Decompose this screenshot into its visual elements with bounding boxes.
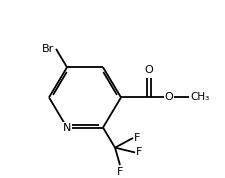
Text: F: F — [135, 148, 142, 158]
Text: O: O — [144, 65, 153, 75]
Text: F: F — [116, 167, 123, 177]
Text: Br: Br — [42, 44, 54, 54]
Text: O: O — [164, 92, 173, 102]
Text: N: N — [63, 123, 71, 133]
Text: F: F — [133, 133, 140, 143]
Text: CH₃: CH₃ — [189, 92, 208, 102]
